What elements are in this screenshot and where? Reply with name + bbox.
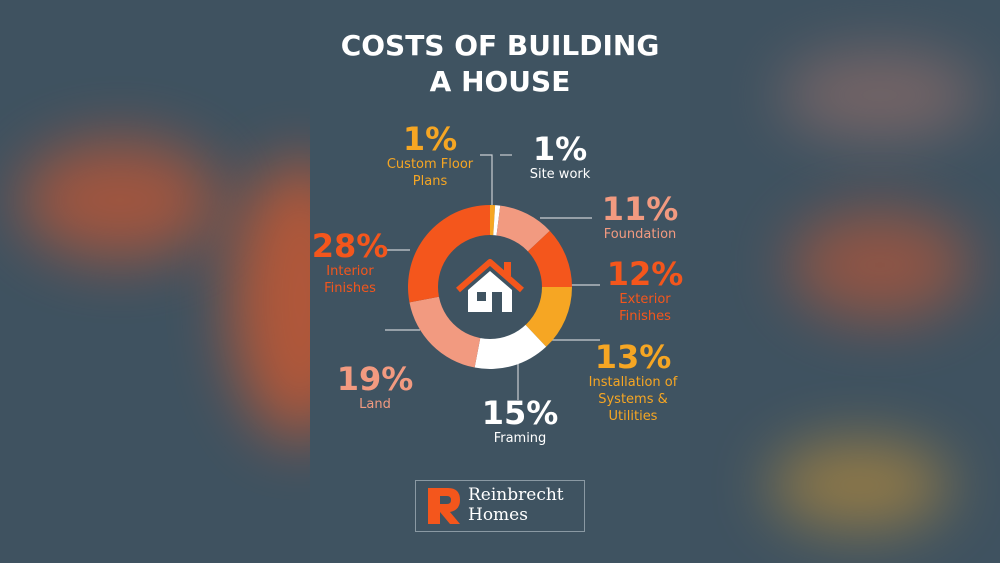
slice-label: 19% Land [330, 362, 420, 413]
blur-shape [20, 140, 220, 260]
category-label: Site work [529, 167, 591, 182]
value-label: 13% [594, 338, 672, 376]
logo: Reinbrecht Homes [415, 480, 585, 532]
slice-label: 1% Site work [515, 132, 605, 183]
slice-label: 15% Framing [470, 396, 570, 447]
value-label: 1% [532, 130, 588, 168]
donut-slice [409, 296, 481, 368]
donut-slice [490, 205, 496, 238]
chart-title: COSTS OF BUILDING A HOUSE [340, 29, 660, 98]
value-label: 19% [336, 360, 414, 398]
category-label: Framing [493, 431, 547, 446]
value-label: 15% [481, 394, 559, 432]
slice-label: 28% Interior Finishes [305, 229, 395, 297]
blur-shape [770, 440, 950, 530]
value-label: 28% [311, 227, 389, 265]
category-label: Foundation [603, 227, 677, 242]
donut-slice [474, 323, 547, 370]
leader-line [480, 154, 493, 205]
category-label: Land [359, 397, 391, 412]
category-label: Custom Floor Plans [386, 157, 474, 189]
category-label: Installation of Systems & Utilities [588, 375, 678, 424]
slice-label: 12% Exterior Finishes [595, 257, 695, 325]
house-icon [456, 259, 524, 312]
category-label: Exterior Finishes [619, 292, 671, 324]
slice-label: 11% Foundation [595, 192, 685, 243]
logo-suffix: Homes [468, 505, 528, 525]
leader-lines [385, 154, 600, 400]
donut-slice [493, 205, 501, 238]
slice-label: 13% Installation of Systems & Utilities [578, 340, 688, 425]
category-label: Interior Finishes [324, 264, 376, 296]
slice-label: 1% Custom Floor Plans [385, 122, 475, 190]
donut-slice [408, 205, 490, 303]
donut-slice [524, 287, 572, 347]
value-label: 12% [606, 255, 684, 293]
blur-shape [780, 50, 980, 140]
value-label: 11% [601, 190, 679, 228]
value-label: 1% [402, 120, 458, 158]
logo-mark [428, 488, 460, 524]
logo-name: Reinbrecht [468, 485, 564, 505]
blur-shape [790, 210, 970, 320]
donut-slice [526, 230, 572, 287]
